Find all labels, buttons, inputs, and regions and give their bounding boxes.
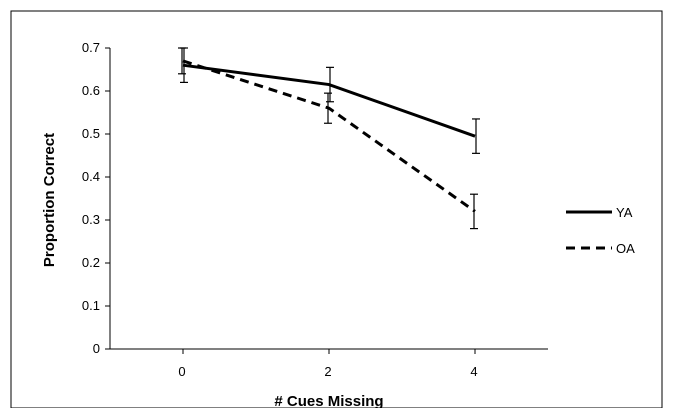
y-axis-ticks: 0 0.1 0.2 0.3 0.4 0.5 0.6 0.7 bbox=[82, 40, 110, 356]
y-tick-label: 0.2 bbox=[82, 255, 100, 270]
legend-item-oa: OA bbox=[566, 241, 635, 256]
y-tick-label: 0.1 bbox=[82, 298, 100, 313]
legend-label: OA bbox=[616, 241, 635, 256]
series-line-oa bbox=[182, 59, 476, 213]
y-tick-label: 0.6 bbox=[82, 83, 100, 98]
x-tick-label: 4 bbox=[470, 364, 477, 379]
error-bar bbox=[326, 66, 334, 103]
chart-frame bbox=[10, 10, 663, 408]
error-bar bbox=[324, 92, 332, 124]
legend-item-ya: YA bbox=[566, 205, 633, 220]
y-axis-title: Proportion Correct bbox=[41, 133, 58, 267]
series bbox=[178, 47, 480, 230]
legend-label: YA bbox=[616, 205, 633, 220]
y-tick-label: 0 bbox=[93, 341, 100, 356]
series-line-ya bbox=[182, 63, 476, 138]
y-tick-label: 0.7 bbox=[82, 40, 100, 55]
error-bar bbox=[178, 47, 186, 75]
x-tick-label: 2 bbox=[324, 364, 331, 379]
y-tick-label: 0.5 bbox=[82, 126, 100, 141]
error-bar bbox=[472, 118, 480, 154]
y-tick-label: 0.3 bbox=[82, 212, 100, 227]
x-tick-label: 0 bbox=[178, 364, 185, 379]
x-axis-title: # Cues Missing bbox=[274, 393, 383, 408]
legend: YA OA bbox=[566, 205, 635, 256]
x-axis-ticks: 0 2 4 bbox=[178, 349, 478, 379]
y-tick-label: 0.4 bbox=[82, 169, 100, 184]
error-bar bbox=[470, 193, 478, 230]
